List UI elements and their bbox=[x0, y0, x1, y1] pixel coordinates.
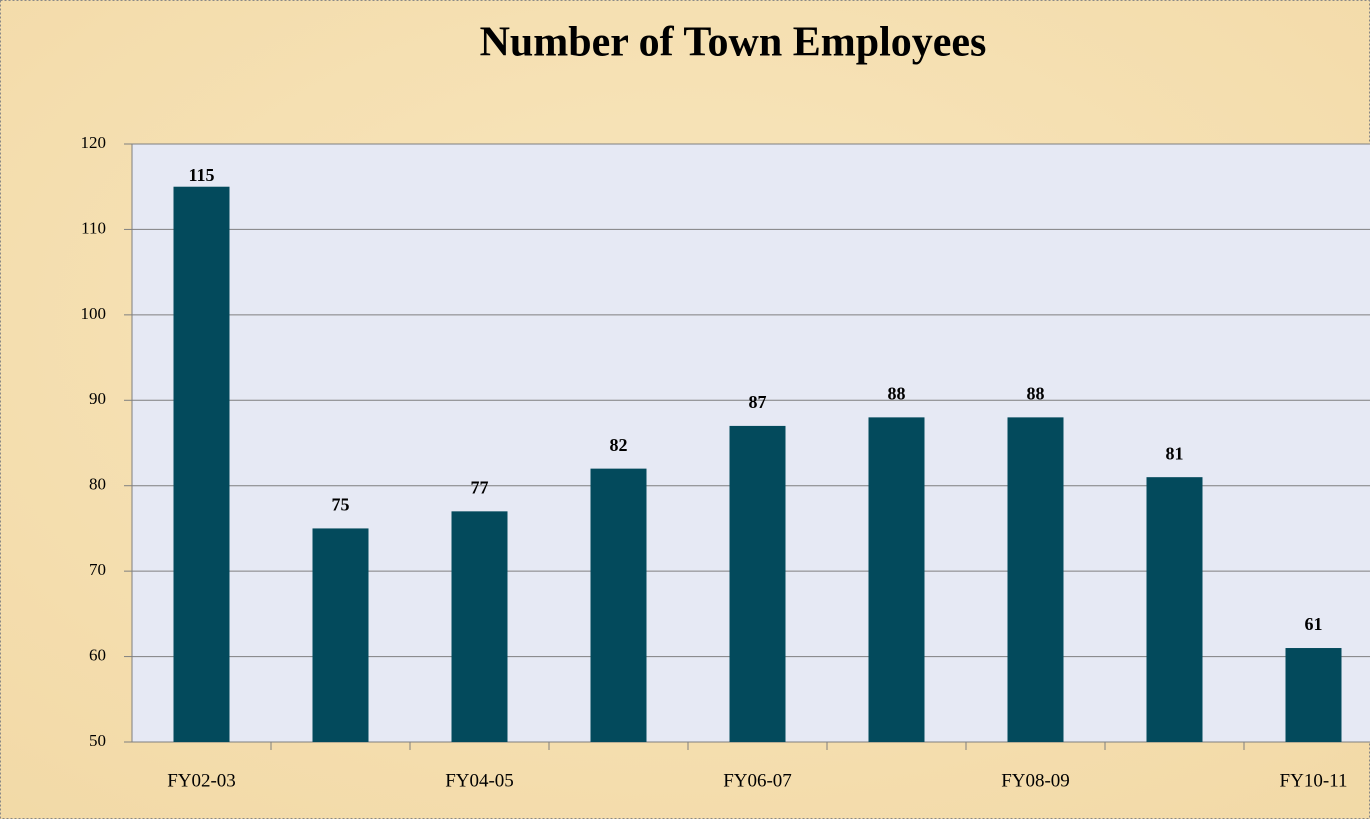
value-label: 88 bbox=[1027, 383, 1045, 403]
y-tick-label: 90 bbox=[89, 389, 106, 408]
y-tick-label: 60 bbox=[89, 645, 106, 664]
x-tick-label: FY08-09 bbox=[1001, 770, 1070, 791]
y-tick-label: 100 bbox=[81, 304, 107, 323]
bar bbox=[312, 528, 369, 742]
bar bbox=[173, 186, 230, 742]
bar bbox=[729, 425, 786, 742]
y-tick-label: 120 bbox=[81, 133, 107, 152]
value-label: 82 bbox=[610, 435, 628, 455]
chart-title: Number of Town Employees bbox=[480, 20, 987, 66]
bar bbox=[451, 511, 508, 742]
value-label: 61 bbox=[1305, 614, 1323, 634]
x-tick-label: FY06-07 bbox=[723, 770, 792, 791]
x-tick-label: FY02-03 bbox=[167, 770, 236, 791]
value-label: 88 bbox=[888, 383, 906, 403]
y-tick-label: 110 bbox=[81, 218, 106, 237]
bar bbox=[1007, 417, 1064, 742]
value-label: 77 bbox=[471, 477, 489, 497]
x-tick-label: FY04-05 bbox=[445, 770, 514, 791]
y-tick-label: 50 bbox=[89, 731, 106, 750]
value-label: 87 bbox=[749, 392, 767, 412]
value-label: 115 bbox=[188, 165, 214, 185]
y-tick-label: 80 bbox=[89, 475, 106, 494]
value-label: 81 bbox=[1166, 443, 1184, 463]
bar bbox=[1285, 648, 1342, 742]
bar bbox=[1146, 477, 1203, 742]
bar bbox=[868, 417, 925, 742]
x-tick-label: FY10-11 bbox=[1280, 770, 1348, 791]
y-tick-label: 70 bbox=[89, 560, 106, 579]
bar bbox=[590, 468, 647, 742]
value-label: 75 bbox=[332, 495, 350, 515]
